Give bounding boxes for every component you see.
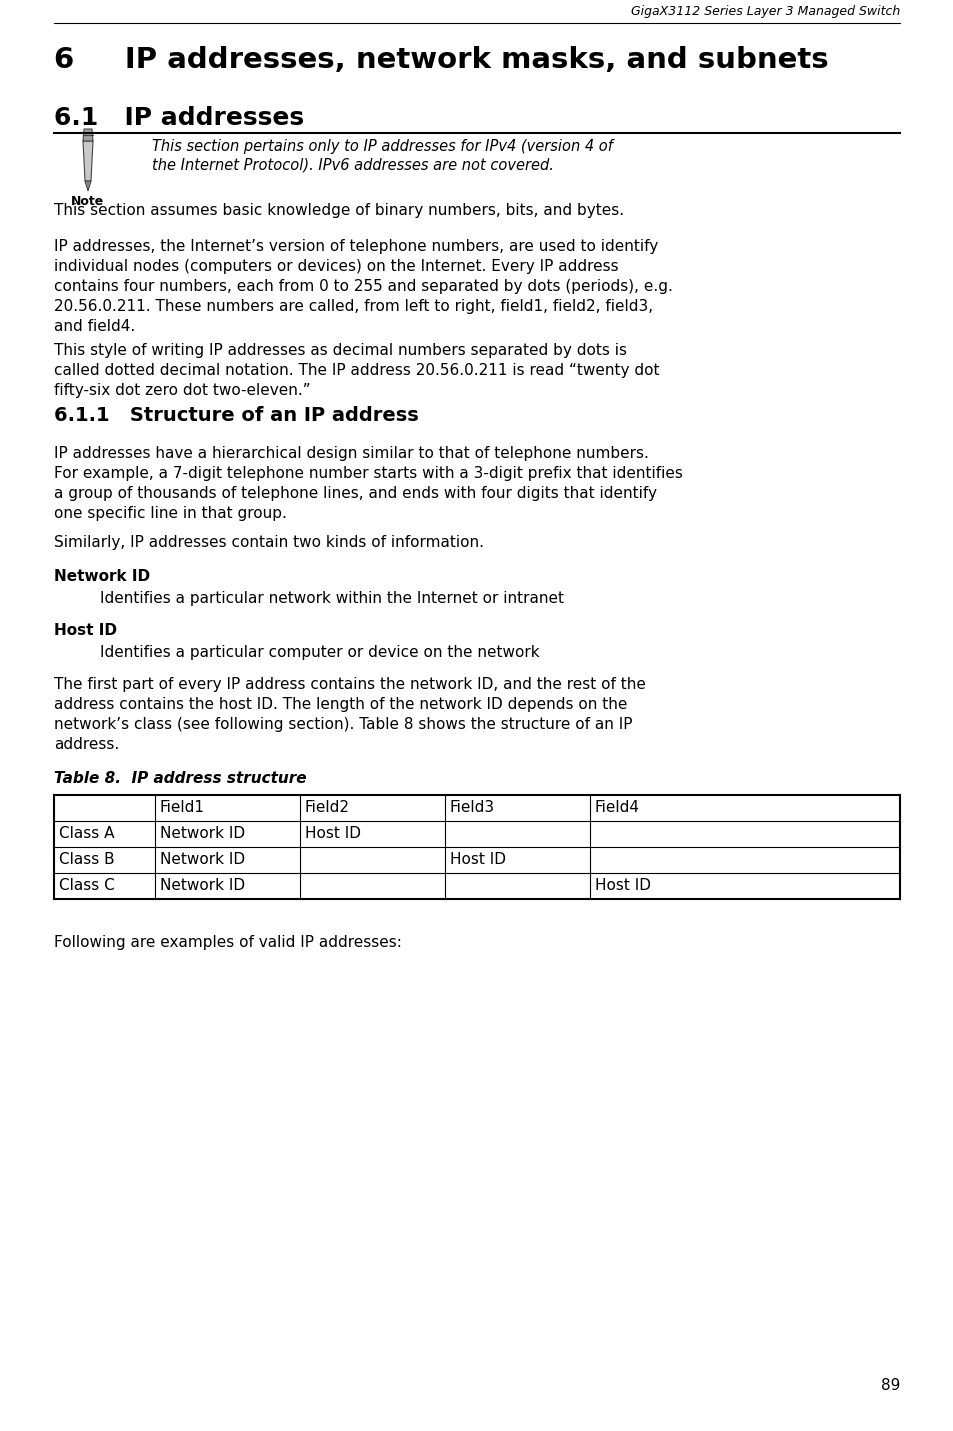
Text: Network ID: Network ID — [160, 853, 245, 867]
Text: Host ID: Host ID — [54, 622, 117, 638]
Text: 6.1.1   Structure of an IP address: 6.1.1 Structure of an IP address — [54, 406, 418, 425]
Text: Field1: Field1 — [160, 800, 205, 816]
Text: Class C: Class C — [59, 879, 114, 893]
Text: fifty-six dot zero dot two-eleven.”: fifty-six dot zero dot two-eleven.” — [54, 384, 311, 398]
Text: Note: Note — [71, 195, 105, 207]
Text: This section assumes basic knowledge of binary numbers, bits, and bytes.: This section assumes basic knowledge of … — [54, 203, 623, 218]
Text: address.: address. — [54, 737, 119, 753]
Text: Network ID: Network ID — [160, 879, 245, 893]
Text: IP addresses, the Internet’s version of telephone numbers, are used to identify: IP addresses, the Internet’s version of … — [54, 239, 658, 253]
Text: The first part of every IP address contains the network ID, and the rest of the: The first part of every IP address conta… — [54, 677, 645, 693]
Polygon shape — [83, 142, 92, 180]
Text: network’s class (see following section). Table 8 shows the structure of an IP: network’s class (see following section).… — [54, 717, 632, 733]
Text: individual nodes (computers or devices) on the Internet. Every IP address: individual nodes (computers or devices) … — [54, 259, 618, 273]
Text: Network ID: Network ID — [54, 570, 150, 584]
Text: Class B: Class B — [59, 853, 114, 867]
Text: Following are examples of valid IP addresses:: Following are examples of valid IP addre… — [54, 934, 401, 950]
Text: For example, a 7-digit telephone number starts with a 3-digit prefix that identi: For example, a 7-digit telephone number … — [54, 467, 682, 481]
Text: the Internet Protocol). IPv6 addresses are not covered.: the Internet Protocol). IPv6 addresses a… — [152, 157, 554, 173]
Text: Network ID: Network ID — [160, 827, 245, 841]
Text: contains four numbers, each from 0 to 255 and separated by dots (periods), e.g.: contains four numbers, each from 0 to 25… — [54, 279, 672, 293]
Text: 6.1   IP addresses: 6.1 IP addresses — [54, 106, 304, 130]
Text: one specific line in that group.: one specific line in that group. — [54, 507, 287, 521]
Text: called dotted decimal notation. The IP address 20.56.0.211 is read “twenty dot: called dotted decimal notation. The IP a… — [54, 363, 659, 378]
Text: and field4.: and field4. — [54, 319, 135, 333]
Text: 6     IP addresses, network masks, and subnets: 6 IP addresses, network masks, and subne… — [54, 46, 828, 74]
Text: This style of writing IP addresses as decimal numbers separated by dots is: This style of writing IP addresses as de… — [54, 343, 626, 358]
Text: Similarly, IP addresses contain two kinds of information.: Similarly, IP addresses contain two kind… — [54, 535, 483, 550]
Polygon shape — [83, 129, 92, 142]
Text: Table 8.  IP address structure: Table 8. IP address structure — [54, 771, 306, 786]
Text: 20.56.0.211. These numbers are called, from left to right, field1, field2, field: 20.56.0.211. These numbers are called, f… — [54, 299, 653, 313]
Text: Field4: Field4 — [595, 800, 639, 816]
Text: a group of thousands of telephone lines, and ends with four digits that identify: a group of thousands of telephone lines,… — [54, 487, 657, 501]
Text: GigaX3112 Series Layer 3 Managed Switch: GigaX3112 Series Layer 3 Managed Switch — [630, 4, 899, 19]
Text: IP addresses have a hierarchical design similar to that of telephone numbers.: IP addresses have a hierarchical design … — [54, 446, 648, 461]
Text: Host ID: Host ID — [305, 827, 360, 841]
Text: Host ID: Host ID — [450, 853, 505, 867]
Text: Field2: Field2 — [305, 800, 350, 816]
Text: Identifies a particular computer or device on the network: Identifies a particular computer or devi… — [100, 645, 539, 660]
Text: 89: 89 — [880, 1378, 899, 1392]
Text: Identifies a particular network within the Internet or intranet: Identifies a particular network within t… — [100, 591, 563, 605]
Text: address contains the host ID. The length of the network ID depends on the: address contains the host ID. The length… — [54, 697, 627, 713]
Text: This section pertains only to IP addresses for IPv4 (version 4 of: This section pertains only to IP address… — [152, 139, 612, 155]
Polygon shape — [85, 180, 91, 190]
Text: Host ID: Host ID — [595, 879, 650, 893]
Text: Field3: Field3 — [450, 800, 495, 816]
Text: Class A: Class A — [59, 827, 114, 841]
